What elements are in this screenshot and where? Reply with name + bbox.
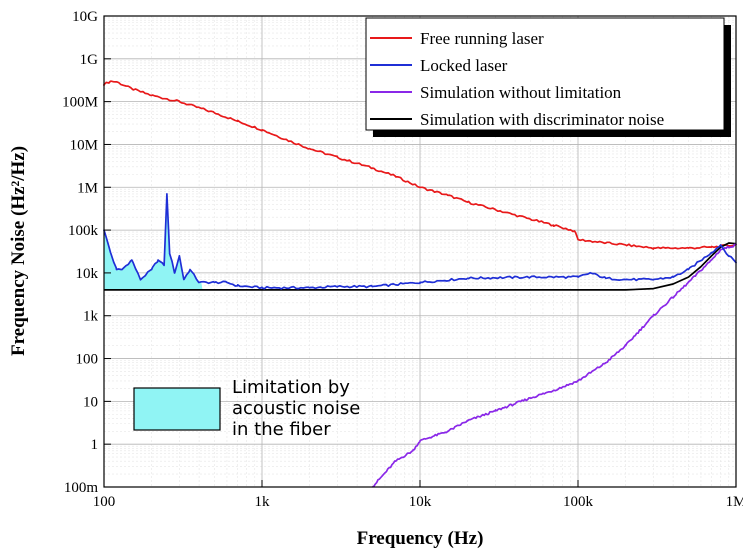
legend: Free running laser Locked laser Simulation… — [365, 17, 731, 137]
y-axis-title: Frequency Noise (Hz²/Hz) — [8, 146, 29, 356]
y-tick-label: 1 — [91, 437, 99, 453]
series-line-2 — [372, 243, 737, 488]
series-line-0 — [103, 80, 737, 250]
y-tick-label: 100k — [68, 223, 99, 239]
annotation-line-3: in the fiber — [232, 419, 331, 440]
series-line-3 — [104, 242, 737, 291]
y-tick-label: 100M — [62, 95, 98, 111]
y-tick-label: 1k — [83, 309, 99, 325]
legend-box — [365, 17, 725, 131]
y-tick-label: 10k — [76, 266, 99, 282]
y-tick-label: 100 — [76, 352, 99, 368]
legend-label-1: Locked laser — [420, 56, 508, 75]
y-tick-label: 10 — [83, 394, 98, 410]
acoustic-noise-region — [104, 193, 203, 290]
x-axis-title: Frequency (Hz) — [357, 528, 484, 549]
x-tick-label: 1k — [255, 494, 271, 510]
x-tick-label: 100 — [93, 494, 116, 510]
y-tick-label: 1M — [77, 180, 98, 196]
y-tick-label: 10M — [70, 137, 98, 153]
shaded-region — [104, 193, 203, 290]
annotation-line-2: acoustic noise — [232, 398, 360, 419]
x-tick-label: 100k — [563, 494, 594, 510]
annotation-line-1: Limitation by — [232, 377, 350, 398]
annotation: Limitation by acoustic noise in the fibe… — [133, 377, 360, 440]
legend-label-0: Free running laser — [420, 29, 544, 48]
legend-label-3: Simulation with discriminator noise — [420, 110, 664, 129]
x-tick-label: 10k — [409, 494, 432, 510]
legend-label-2: Simulation without limitation — [420, 83, 622, 102]
x-tick-label: 1M — [726, 494, 743, 510]
y-tick-label: 100m — [64, 480, 99, 496]
series-lines — [103, 80, 737, 488]
y-tick-label: 1G — [80, 52, 99, 68]
annotation-swatch — [133, 387, 221, 431]
y-axis-ticks: 100m 1 10 100 1k 10k 100k 1M 10M 100M 1G 10G — [62, 9, 111, 496]
series-line-1 — [103, 193, 737, 290]
y-tick-label: 10G — [72, 9, 98, 25]
x-axis-ticks: 100 1k 10k 100k 1M — [93, 480, 743, 510]
